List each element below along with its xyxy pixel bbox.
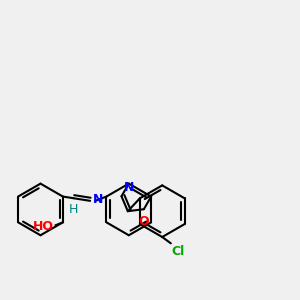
Text: O: O <box>139 215 149 229</box>
Text: N: N <box>93 193 103 206</box>
Text: Cl: Cl <box>171 245 184 258</box>
Text: H: H <box>68 203 78 216</box>
Text: N: N <box>124 181 134 194</box>
Text: HO: HO <box>33 220 54 233</box>
